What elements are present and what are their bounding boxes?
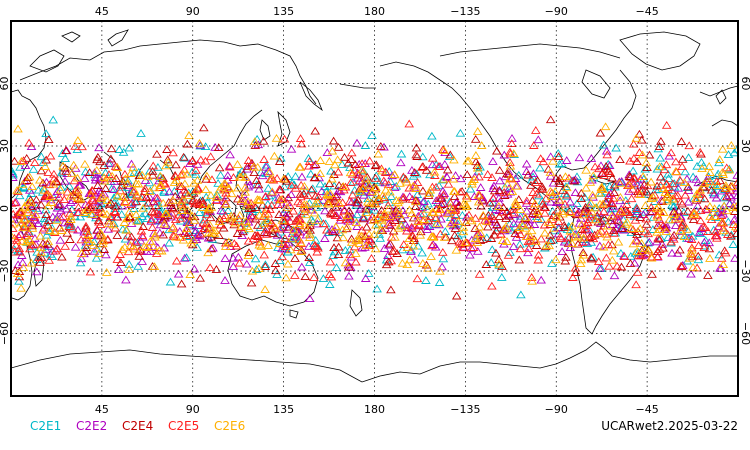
- coastline-tasmania: [289, 309, 299, 319]
- lat-tick-label-right: −60: [739, 322, 750, 345]
- lon-tick-label-top: 135: [273, 5, 294, 18]
- lon-tick-label-bottom: −45: [636, 403, 659, 416]
- lon-tick-label-top: 45: [95, 5, 109, 18]
- lon-tick-label-bottom: −90: [545, 403, 568, 416]
- lon-tick-label-bottom: −135: [450, 403, 480, 416]
- lat-tick-label-left: 30: [0, 139, 11, 153]
- lon-ticks-top: 45 90 135 180 −135 −90 −45: [95, 5, 659, 18]
- lat-tick-label-left: 60: [0, 77, 11, 91]
- lat-tick-label-left: 0: [0, 205, 11, 212]
- legend-item-c2e2: C2E2: [76, 419, 107, 433]
- lon-tick-label-top: 180: [364, 5, 385, 18]
- lon-tick-label-bottom: 45: [95, 403, 109, 416]
- coastline-greenland: [619, 31, 701, 71]
- legend-item-c2e4: C2E4: [122, 419, 153, 433]
- coastline-africa-europe: [11, 89, 47, 199]
- product-id: UCARwet2.2025-03-22: [601, 419, 738, 433]
- legend-item-c2e1: C2E1: [30, 419, 61, 433]
- coastline-new-zealand: [349, 289, 363, 317]
- coastline-eurasia-north: [19, 39, 317, 105]
- coastline-svalbard: [61, 31, 81, 43]
- coastline-east-africa: [11, 213, 33, 301]
- markers-c2e4: [11, 115, 738, 300]
- observation-markers: [11, 115, 738, 303]
- lat-tick-label-right: −30: [739, 259, 750, 282]
- coastline-na-arctic: [439, 43, 621, 59]
- lon-tick-label-top: −90: [545, 5, 568, 18]
- lon-tick-label-top: −135: [450, 5, 480, 18]
- coastline-japan: [277, 110, 291, 147]
- lat-ticks-left: 60 30 0 −30 −60: [0, 77, 11, 346]
- coastline-south-america: [569, 213, 647, 335]
- coastline-korea: [259, 119, 271, 141]
- coastline-alaska: [379, 61, 461, 97]
- map-frame: [10, 20, 739, 397]
- coastline-na-east: [591, 69, 637, 161]
- coastline-west-africa: [695, 175, 738, 187]
- lat-tick-label-right: 0: [739, 205, 750, 212]
- lon-tick-label-bottom: 90: [186, 403, 200, 416]
- lat-tick-label-right: 60: [739, 77, 750, 91]
- coastline-hudson: [581, 69, 611, 99]
- coastline-scandinavia: [29, 49, 65, 73]
- coastline-philippines: [235, 171, 249, 197]
- lon-tick-label-bottom: 135: [273, 403, 294, 416]
- legend-item-c2e6: C2E6: [214, 419, 245, 433]
- legend: C2E1 C2E2 C2E4 C2E5 C2E6: [30, 419, 245, 433]
- coastline-madagascar: [33, 255, 45, 287]
- coastline-kamchatka: [299, 81, 323, 112]
- lon-tick-label-top: −45: [636, 5, 659, 18]
- lon-tick-label-bottom: 180: [364, 403, 385, 416]
- lon-ticks-bottom: 45 90 135 180 −135 −90 −45: [95, 403, 659, 416]
- lat-tick-label-left: −30: [0, 259, 11, 282]
- coastline-antarctica: [11, 341, 738, 383]
- coastline-iberia: [711, 119, 738, 127]
- coastline-aleutians: [339, 83, 376, 89]
- coastline-novaya-zemlya: [107, 29, 129, 47]
- lat-tick-label-left: −60: [0, 322, 11, 345]
- lon-tick-label-top: 90: [186, 5, 200, 18]
- coastline-china: [209, 109, 263, 167]
- legend-item-c2e5: C2E5: [168, 419, 199, 433]
- lat-ticks-right: 60 30 0 −30 −60: [739, 77, 750, 346]
- coastline-uk: [715, 89, 727, 105]
- markers-c2e6: [11, 122, 738, 293]
- lat-tick-label-right: 30: [739, 139, 750, 153]
